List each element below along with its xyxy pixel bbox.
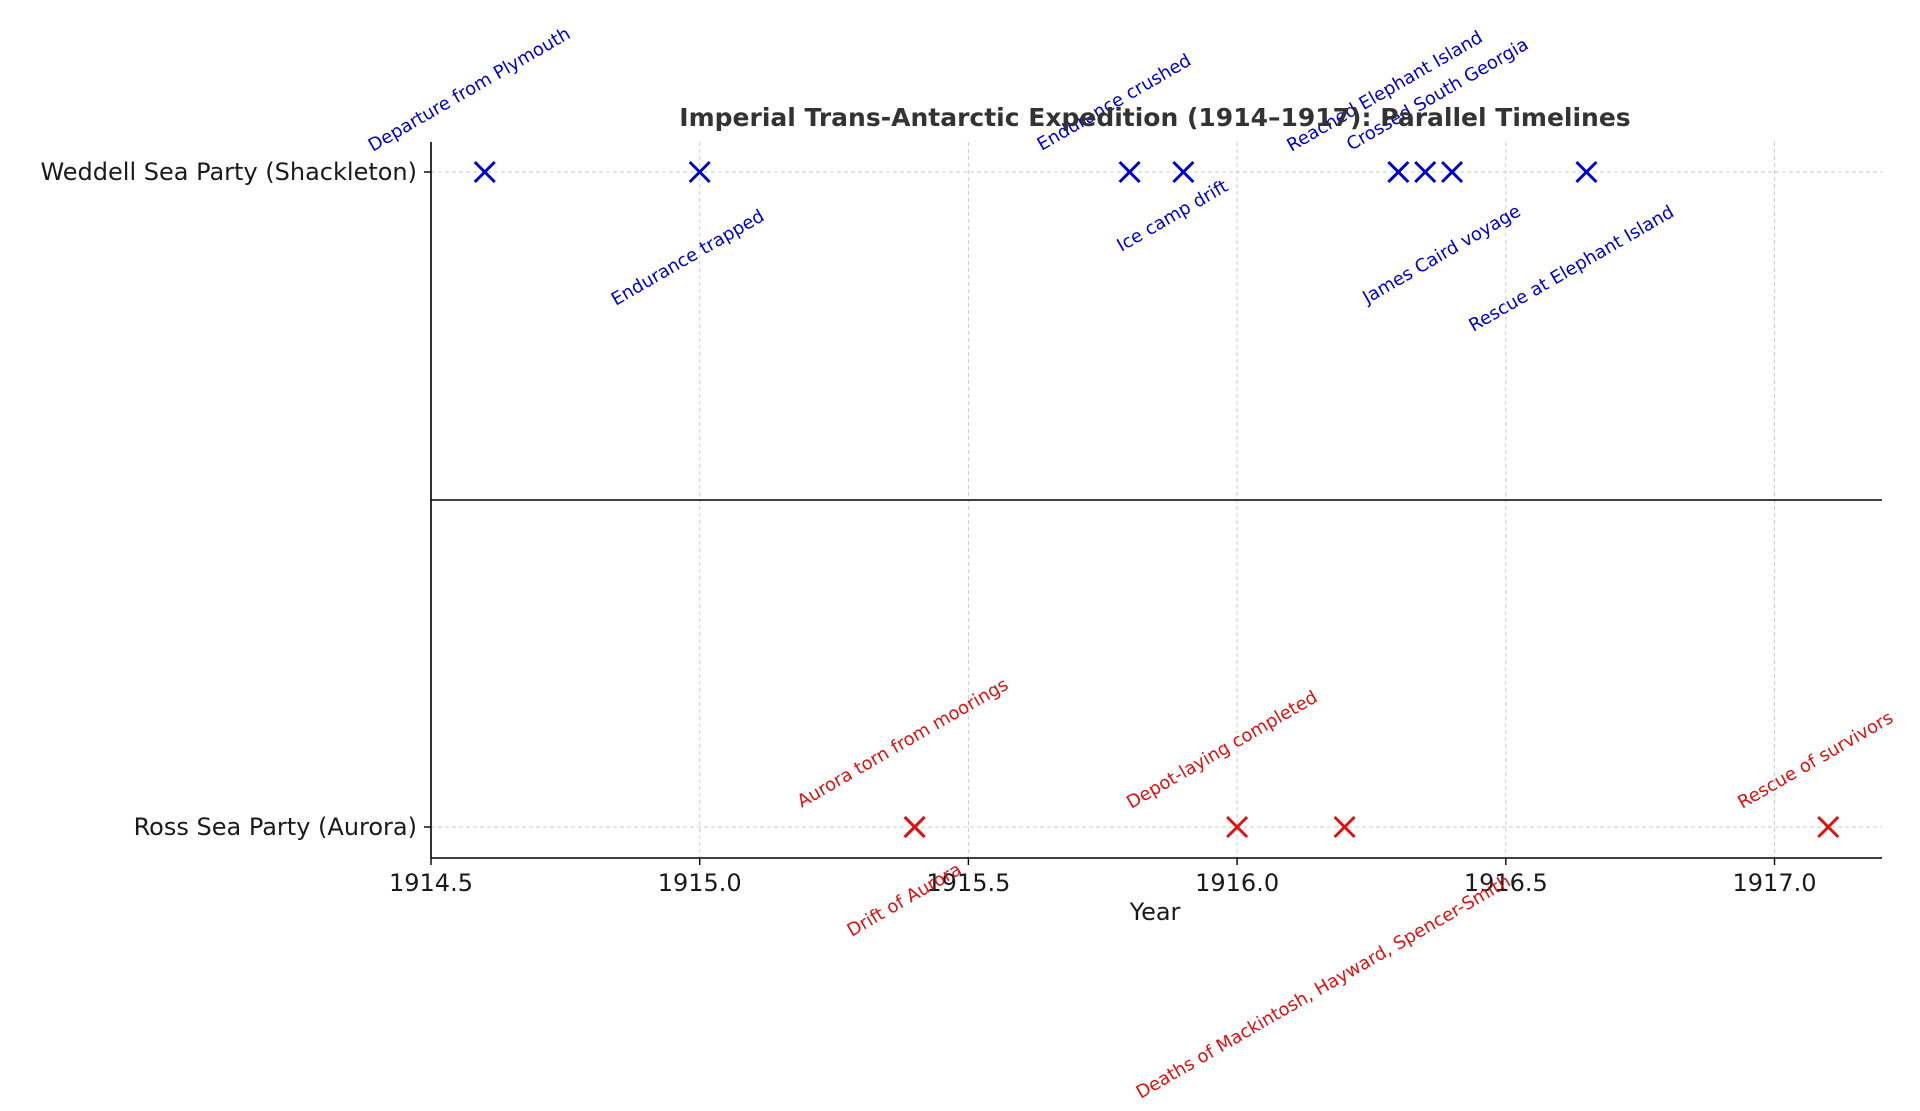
- marker-stroke: [1414, 160, 1437, 184]
- labels-layer: Departure from Plymouth Endurance trapped…: [365, 23, 1897, 1103]
- y-tick-label: Ross Sea Party (Aurora): [134, 813, 417, 841]
- x-tick-label: 1917.0: [1733, 869, 1817, 897]
- marker-stroke: [1575, 160, 1598, 184]
- marker-stroke: [1817, 815, 1840, 839]
- event-label: James Caird voyage: [1358, 201, 1524, 309]
- event-label: Aurora torn from moorings: [794, 674, 1012, 812]
- marker-stroke: [1226, 815, 1249, 839]
- event-label: Rescue of survivors: [1734, 707, 1897, 813]
- marker-stroke: [903, 815, 926, 839]
- marks-layer: [473, 160, 1840, 839]
- x-tick-label: 1915.0: [658, 869, 742, 897]
- event-marker: [903, 815, 926, 839]
- event-marker: [1414, 160, 1437, 184]
- event-marker: [1333, 815, 1356, 839]
- marker-stroke: [1172, 160, 1195, 184]
- event-marker: [1441, 160, 1464, 184]
- event-label: Depot-laying completed: [1123, 687, 1321, 814]
- x-tick-label: 1915.5: [926, 869, 1010, 897]
- marker-stroke: [1387, 160, 1410, 184]
- event-marker: [1226, 815, 1249, 839]
- x-axis-title: Year: [1129, 898, 1181, 926]
- event-label: Deaths of Mackintosh, Hayward, Spencer-S…: [1133, 871, 1515, 1103]
- event-label: Departure from Plymouth: [365, 23, 574, 156]
- event-marker: [1118, 160, 1141, 184]
- marker-stroke: [473, 160, 496, 184]
- marker-stroke: [1441, 160, 1464, 184]
- event-label: Drift of Aurora: [844, 859, 966, 941]
- event-label: Ice camp drift: [1113, 176, 1231, 256]
- x-tick-label: 1914.5: [389, 869, 473, 897]
- axes-layer: 1914.5 1915.0 1915.5 1916.0 1916.5 1917.0 Ross…: [40, 142, 1882, 897]
- chart-title: Imperial Trans-Antarctic Expedition (191…: [679, 103, 1630, 132]
- event-label: Endurance trapped: [608, 206, 768, 311]
- event-marker: [1817, 815, 1840, 839]
- event-marker: [688, 160, 711, 184]
- marker-stroke: [688, 160, 711, 184]
- x-tick-label: 1916.0: [1195, 869, 1279, 897]
- event-marker: [1172, 160, 1195, 184]
- event-marker: [1575, 160, 1598, 184]
- event-marker: [473, 160, 496, 184]
- marker-stroke: [1118, 160, 1141, 184]
- x-tick-label: 1916.5: [1464, 869, 1548, 897]
- marker-stroke: [1333, 815, 1356, 839]
- event-marker: [1387, 160, 1410, 184]
- y-tick-label: Weddell Sea Party (Shackleton): [40, 158, 417, 186]
